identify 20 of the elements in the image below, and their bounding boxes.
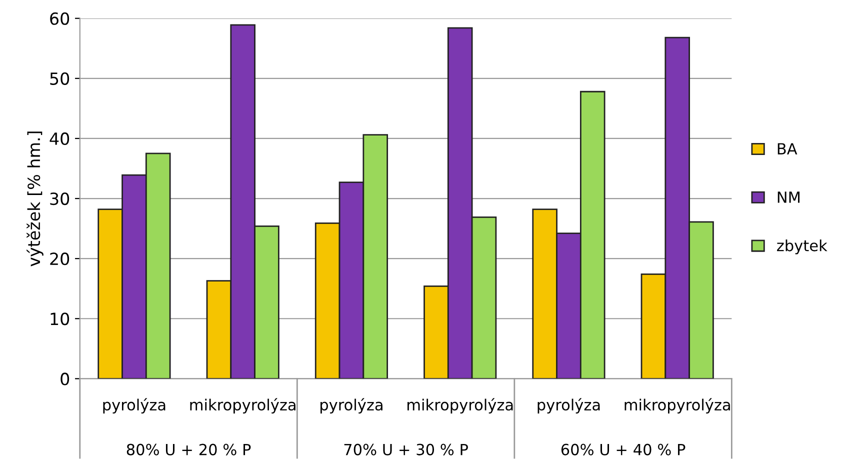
- y-tick-label: 0: [60, 372, 70, 386]
- x-tick-label: pyrolýza: [103, 398, 166, 414]
- y-tick-label: 10: [50, 312, 70, 326]
- x-tick-label: pyrolýza: [320, 398, 382, 414]
- y-tick-label: 40: [50, 132, 70, 146]
- y-tick-label: 50: [50, 72, 70, 85]
- y-axis-title: výtěžek [% hm.]: [26, 132, 44, 266]
- text: 80% U + 20 % P: [126, 444, 251, 456]
- x-tick-label: mikropyrolýza: [408, 398, 513, 414]
- legend-label: zbytek: [777, 240, 828, 254]
- legend-label: NM: [778, 192, 800, 203]
- y-tick-label: 20: [50, 252, 70, 266]
- y-tick-label: 60: [50, 12, 70, 25]
- legend-label: BA: [778, 143, 798, 154]
- text: 70% U + 30 % P: [344, 444, 468, 456]
- x-tick-label: mikropyrolýza: [624, 398, 730, 414]
- y-tick-label: 30: [50, 192, 70, 206]
- x-tick-label: mikropyrolýza: [190, 398, 296, 414]
- text: 60% U + 40 % P: [561, 444, 686, 456]
- x-tick-label: pyrolýza: [538, 398, 600, 414]
